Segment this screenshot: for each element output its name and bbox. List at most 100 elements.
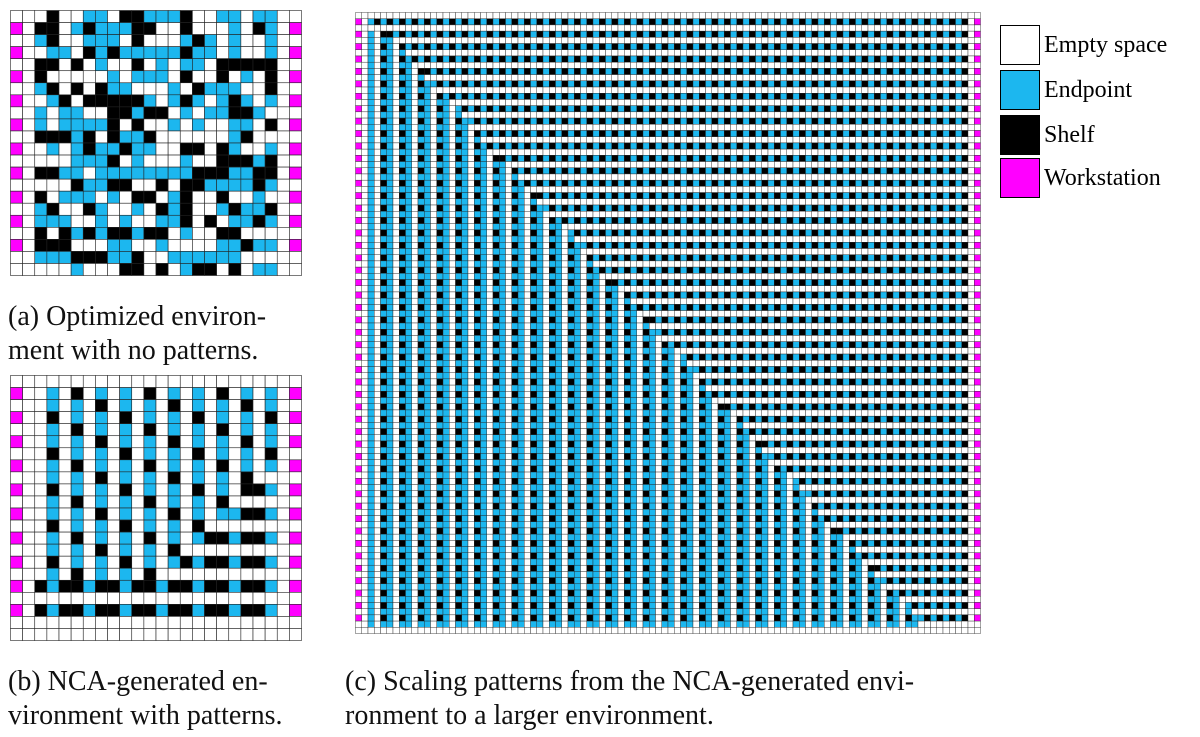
- grid-cell: [264, 616, 278, 629]
- grid-cell: [924, 30, 931, 38]
- grid-cell: [730, 229, 737, 237]
- grid-cell: [436, 229, 444, 237]
- grid-cell: [264, 495, 278, 509]
- grid-cell: [649, 248, 656, 255]
- grid-cell: [536, 242, 544, 249]
- grid-cell: [917, 18, 925, 26]
- grid-cell: [774, 24, 781, 32]
- grid-cell: [674, 142, 681, 150]
- grid-cell: [252, 22, 266, 35]
- grid-cell: [455, 248, 462, 255]
- grid-cell: [467, 30, 475, 38]
- grid-cell: [264, 399, 278, 412]
- grid-cell: [499, 111, 506, 119]
- grid-cell: [811, 37, 819, 44]
- grid-cell: [240, 387, 254, 400]
- grid-cell: [705, 198, 712, 206]
- grid-cell: [724, 30, 731, 38]
- grid-cell: [143, 495, 157, 509]
- grid-cell: [167, 190, 181, 204]
- grid-cell: [167, 543, 181, 557]
- grid-cell: [70, 82, 84, 96]
- grid-cell: [474, 68, 481, 75]
- grid-cell: [855, 198, 862, 206]
- grid-cell: [10, 239, 23, 252]
- grid-cell: [264, 387, 278, 400]
- grid-cell: [467, 198, 475, 206]
- grid-cell: [605, 130, 612, 137]
- grid-cell: [717, 61, 725, 69]
- grid-cell: [486, 55, 494, 63]
- grid-cell: [119, 82, 133, 96]
- grid-cell: [786, 229, 794, 237]
- grid-cell: [767, 30, 775, 38]
- grid-cell: [417, 93, 425, 100]
- grid-cell: [924, 192, 931, 199]
- grid-cell: [817, 173, 825, 181]
- grid-cell: [355, 142, 362, 150]
- grid-cell: [417, 80, 425, 88]
- grid-cell: [204, 58, 217, 72]
- grid-cell: [264, 263, 278, 276]
- grid-cell: [780, 192, 787, 199]
- grid-cell: [405, 30, 412, 38]
- grid-cell: [392, 117, 400, 125]
- grid-cell: [252, 459, 266, 473]
- grid-cell: [574, 204, 581, 212]
- grid-cell: [805, 223, 812, 231]
- grid-cell: [567, 155, 575, 162]
- grid-cell: [70, 628, 84, 641]
- grid-cell: [686, 235, 694, 243]
- grid-cell: [355, 93, 362, 100]
- grid-cell: [34, 435, 48, 449]
- grid-cell: [649, 111, 656, 119]
- grid-cell: [46, 495, 60, 509]
- grid-cell: [717, 18, 725, 26]
- grid-cell: [886, 198, 894, 206]
- grid-cell: [617, 173, 625, 181]
- grid-cell: [824, 130, 831, 137]
- grid-cell: [411, 155, 419, 162]
- grid-cell: [961, 223, 969, 231]
- grid-cell: [240, 166, 254, 180]
- grid-cell: [955, 248, 962, 255]
- grid-cell: [667, 99, 675, 106]
- grid-cell: [155, 399, 169, 412]
- grid-cell: [392, 148, 400, 156]
- grid-cell: [655, 30, 662, 38]
- grid-cell: [355, 111, 362, 119]
- grid-cell: [667, 93, 675, 100]
- grid-cell: [824, 198, 831, 206]
- grid-cell: [974, 161, 981, 168]
- grid-cell: [542, 142, 550, 150]
- grid-cell: [455, 242, 462, 249]
- grid-cell: [289, 616, 302, 629]
- grid-cell: [899, 198, 906, 206]
- grid-cell: [561, 86, 569, 94]
- grid-cell: [955, 242, 962, 249]
- grid-cell: [449, 80, 456, 88]
- grid-cell: [367, 198, 375, 206]
- grid-cell: [549, 142, 556, 150]
- grid-cell: [674, 105, 681, 113]
- grid-cell: [355, 136, 362, 144]
- grid-cell: [624, 248, 631, 255]
- grid-cell: [861, 155, 869, 162]
- grid-cell: [736, 142, 744, 150]
- grid-cell: [405, 192, 412, 199]
- grid-cell: [655, 229, 662, 237]
- grid-cell: [692, 80, 700, 88]
- grid-cell: [474, 254, 481, 262]
- grid-cell: [289, 471, 302, 485]
- grid-cell: [461, 93, 469, 100]
- grid-cell: [542, 155, 550, 162]
- grid-cell: [642, 229, 650, 237]
- grid-cell: [555, 74, 562, 82]
- grid-cell: [911, 161, 919, 168]
- grid-cell: [542, 117, 550, 125]
- grid-cell: [392, 111, 400, 119]
- grid-cell: [167, 70, 181, 84]
- grid-cell: [780, 161, 787, 168]
- grid-cell: [836, 99, 844, 106]
- grid-cell: [724, 211, 731, 218]
